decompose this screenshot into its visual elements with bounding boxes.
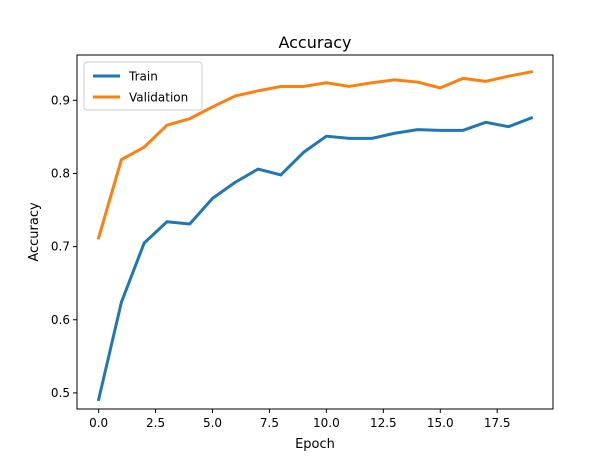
x-tick-label: 15.0 bbox=[427, 416, 454, 430]
x-tick-label: 17.5 bbox=[484, 416, 511, 430]
x-tick-label: 10.0 bbox=[313, 416, 340, 430]
plot-area-frame bbox=[76, 54, 554, 410]
y-tick-label: 0.7 bbox=[51, 240, 70, 254]
x-tick-label: 0.0 bbox=[89, 416, 108, 430]
y-axis-ticks: 0.5 0.6 0.7 0.8 0.9 bbox=[51, 93, 77, 400]
x-tick-label: 2.5 bbox=[146, 416, 165, 430]
y-tick-label: 0.8 bbox=[51, 166, 70, 180]
y-tick-label: 0.5 bbox=[51, 386, 70, 400]
chart-title: Accuracy bbox=[278, 33, 351, 52]
legend: Train Validation bbox=[83, 61, 203, 111]
x-axis-label: Epoch bbox=[295, 437, 335, 452]
legend-label-validation: Validation bbox=[129, 91, 188, 105]
y-axis-label: Accuracy bbox=[27, 202, 42, 262]
y-tick-label: 0.6 bbox=[51, 313, 70, 327]
x-tick-label: 12.5 bbox=[370, 416, 397, 430]
y-tick-label: 0.9 bbox=[51, 93, 70, 107]
series-layer bbox=[96, 70, 534, 402]
x-tick-label: 5.0 bbox=[203, 416, 222, 430]
legend-label-train: Train bbox=[128, 70, 158, 84]
x-tick-label: 7.5 bbox=[260, 416, 279, 430]
series-line-train bbox=[96, 115, 534, 402]
x-axis-ticks: 0.0 2.5 5.0 7.5 10.0 12.5 15.0 17.5 bbox=[89, 409, 511, 430]
series-line-validation bbox=[96, 70, 534, 240]
